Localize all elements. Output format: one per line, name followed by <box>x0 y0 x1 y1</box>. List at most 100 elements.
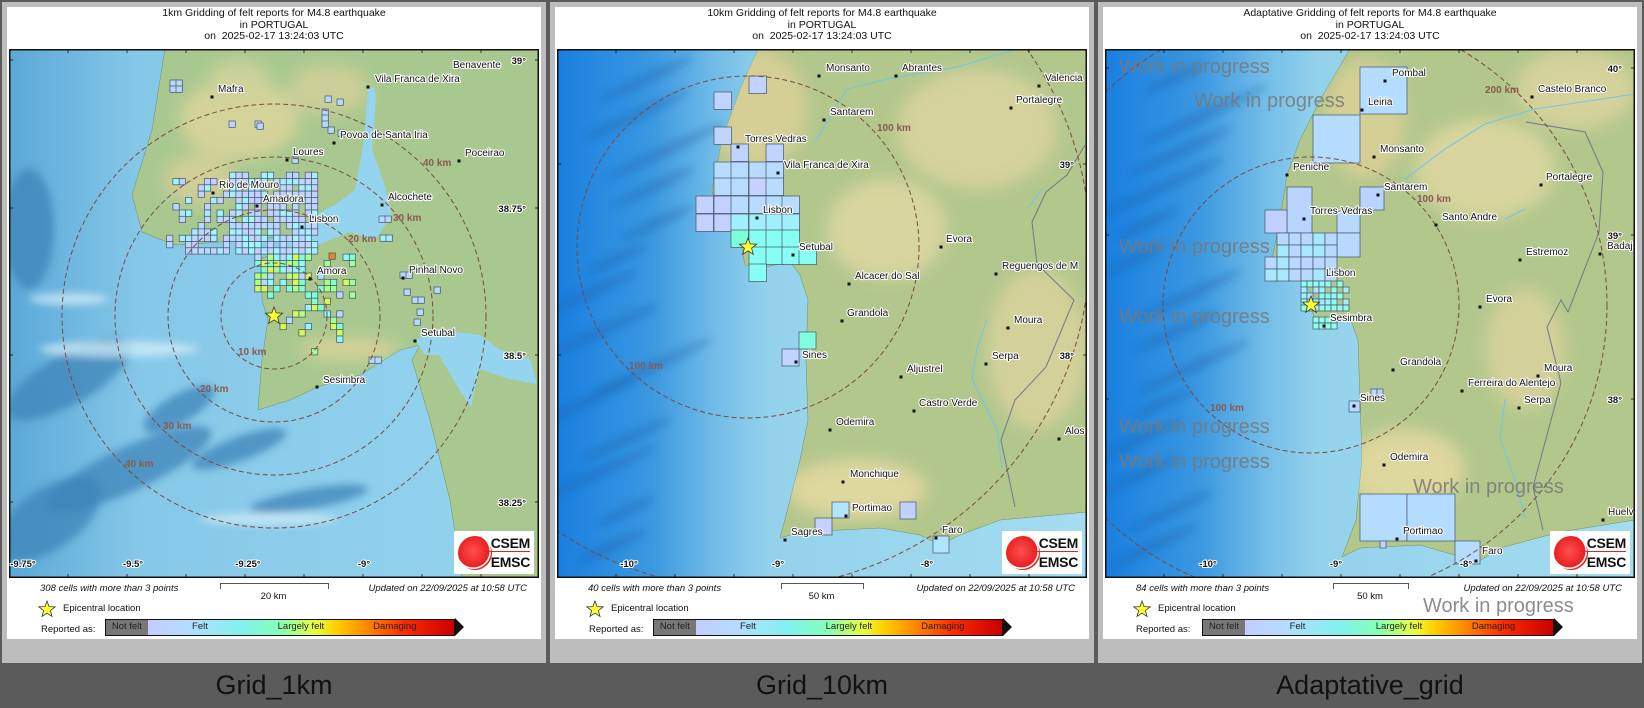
grid-cell[interactable] <box>311 178 319 186</box>
grid-cell[interactable] <box>254 272 262 280</box>
grid-cell[interactable] <box>292 178 300 186</box>
grid-cell[interactable] <box>1342 298 1350 306</box>
grid-cell[interactable] <box>248 190 256 198</box>
grid-cell[interactable] <box>1300 232 1314 246</box>
grid-cell[interactable] <box>241 247 249 255</box>
grid-cell[interactable] <box>1379 540 1387 549</box>
grid-cell[interactable] <box>304 178 312 186</box>
grid-cell[interactable] <box>175 85 183 93</box>
grid-cell[interactable] <box>204 228 212 236</box>
grid-cell[interactable] <box>765 213 784 232</box>
grid-cell[interactable] <box>292 260 300 268</box>
grid-cell[interactable] <box>317 272 325 280</box>
grid-cell[interactable] <box>337 129 345 137</box>
grid-cell[interactable] <box>254 278 262 286</box>
grid-cell[interactable] <box>1264 209 1288 234</box>
grid-cell[interactable] <box>298 184 306 192</box>
grid-cell[interactable] <box>1318 280 1326 288</box>
grid-cell[interactable] <box>342 253 350 261</box>
grid-cell[interactable] <box>256 122 264 130</box>
grid-cell[interactable] <box>298 278 306 286</box>
grid-cell[interactable] <box>730 195 749 214</box>
grid-cell[interactable] <box>298 310 306 318</box>
grid-cell[interactable] <box>169 85 177 93</box>
grid-cell[interactable] <box>222 247 230 255</box>
grid-cell[interactable] <box>254 253 262 261</box>
grid-cell[interactable] <box>781 246 800 265</box>
grid-cell[interactable] <box>260 171 268 179</box>
grid-cell[interactable] <box>348 278 356 286</box>
grid-cell[interactable] <box>713 213 732 232</box>
grid-cell[interactable] <box>781 195 800 214</box>
grid-cell[interactable] <box>241 190 249 198</box>
grid-cell[interactable] <box>191 247 199 255</box>
grid-cell[interactable] <box>210 197 218 205</box>
grid-cell[interactable] <box>304 247 312 255</box>
grid-cell[interactable] <box>229 171 237 179</box>
grid-cell[interactable] <box>267 266 275 274</box>
grid-cell[interactable] <box>235 197 243 205</box>
grid-cell[interactable] <box>191 228 199 236</box>
grid-cell[interactable] <box>260 285 268 293</box>
grid-cell[interactable] <box>204 247 212 255</box>
grid-cell[interactable] <box>292 285 300 293</box>
grid-cell[interactable] <box>1300 268 1314 282</box>
grid-cell[interactable] <box>204 184 212 192</box>
intensity-map[interactable]: 100 km 100 km 200 km Pombal Leiria Castelo Br… <box>1105 49 1635 578</box>
grid-cell[interactable] <box>260 178 268 186</box>
grid-cell[interactable] <box>324 95 332 103</box>
grid-cell[interactable] <box>1276 244 1290 258</box>
grid-cell[interactable] <box>285 178 293 186</box>
grid-cell[interactable] <box>1300 292 1308 300</box>
grid-cell[interactable] <box>321 114 329 122</box>
grid-cell[interactable] <box>235 247 243 255</box>
grid-cell[interactable] <box>185 234 193 242</box>
grid-cell[interactable] <box>267 171 275 179</box>
grid-cell[interactable] <box>730 177 749 196</box>
grid-cell[interactable] <box>229 209 237 217</box>
grid-cell[interactable] <box>292 310 300 318</box>
grid-cell[interactable] <box>285 222 293 230</box>
grid-cell[interactable] <box>311 203 319 211</box>
grid-cell[interactable] <box>267 222 275 230</box>
grid-cell[interactable] <box>311 348 319 356</box>
grid-cell[interactable] <box>222 241 230 249</box>
grid-cell[interactable] <box>336 310 344 318</box>
map-canvas[interactable]: 10 km 20 km 30 km 40 km 20 km 30 km 40 km Mafra… <box>9 49 539 578</box>
grid-cell[interactable] <box>311 190 319 198</box>
grid-cell[interactable] <box>411 296 419 304</box>
grid-cell[interactable] <box>304 323 312 331</box>
grid-cell[interactable] <box>330 316 338 324</box>
grid-cell[interactable] <box>228 120 236 128</box>
grid-cell[interactable] <box>254 285 262 293</box>
grid-cell[interactable] <box>1318 316 1326 324</box>
grid-cell[interactable] <box>267 209 275 217</box>
grid-cell[interactable] <box>172 178 180 186</box>
grid-cell[interactable] <box>1300 256 1314 270</box>
grid-cell[interactable] <box>1330 298 1338 306</box>
grid-cell[interactable] <box>311 197 319 205</box>
grid-cell[interactable] <box>321 120 329 128</box>
grid-cell[interactable] <box>1300 244 1314 258</box>
grid-cell[interactable] <box>374 356 382 364</box>
grid-cell[interactable] <box>204 178 212 186</box>
grid-cell[interactable] <box>1324 292 1332 300</box>
grid-cell[interactable] <box>254 247 262 255</box>
grid-cell[interactable] <box>267 241 275 249</box>
grid-cell[interactable] <box>279 241 287 249</box>
grid-cell[interactable] <box>336 323 344 331</box>
grid-cell[interactable] <box>166 241 174 249</box>
grid-cell[interactable] <box>798 246 817 265</box>
grid-cell[interactable] <box>413 318 421 326</box>
grid-cell[interactable] <box>298 272 306 280</box>
grid-cell[interactable] <box>304 291 312 299</box>
grid-cell[interactable] <box>317 304 325 312</box>
grid-cell[interactable] <box>235 241 243 249</box>
grid-cell[interactable] <box>1276 268 1290 282</box>
grid-cell[interactable] <box>248 228 256 236</box>
grid-cell[interactable] <box>1312 114 1361 164</box>
grid-cell[interactable] <box>273 222 281 230</box>
grid-cell[interactable] <box>273 228 281 236</box>
grid-cell[interactable] <box>292 278 300 286</box>
grid-cell[interactable] <box>248 197 256 205</box>
